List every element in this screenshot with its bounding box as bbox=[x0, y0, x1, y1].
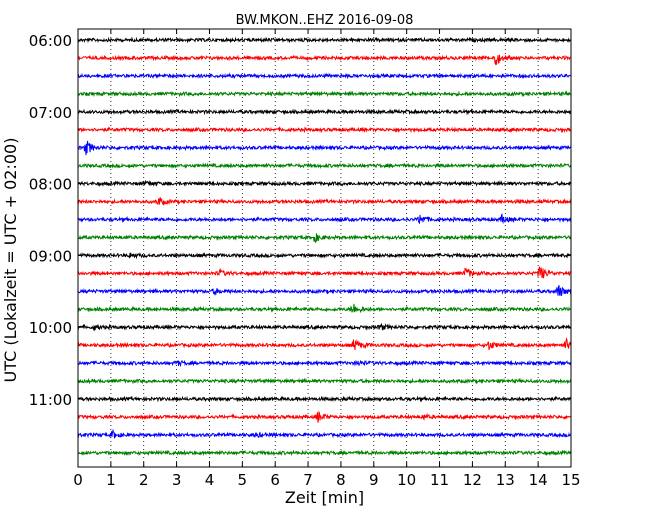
x-tick-label-5: 5 bbox=[238, 471, 248, 489]
y-tick-label-08:00: 08:00 bbox=[29, 176, 72, 194]
x-tick-label-15: 15 bbox=[561, 471, 580, 489]
y-axis-label: UTC (Lokalzeit = UTC + 02:00) bbox=[1, 138, 20, 383]
trace-07:00 bbox=[77, 108, 572, 116]
trace-08:00 bbox=[77, 179, 572, 187]
y-tick-label-10:00: 10:00 bbox=[29, 319, 72, 337]
trace-group bbox=[77, 36, 572, 457]
x-tick-label-10: 10 bbox=[397, 471, 416, 489]
x-tick-label-9: 9 bbox=[369, 471, 379, 489]
trace-11:00 bbox=[77, 395, 572, 403]
trace-09:45 bbox=[77, 303, 572, 314]
x-tick-label-0: 0 bbox=[73, 471, 83, 489]
trace-06:00 bbox=[77, 36, 572, 44]
x-tick-label-12: 12 bbox=[463, 471, 482, 489]
trace-06:45 bbox=[77, 90, 572, 98]
y-tick-label-07:00: 07:00 bbox=[29, 104, 72, 122]
trace-11:15 bbox=[77, 410, 572, 423]
trace-09:15 bbox=[77, 266, 572, 279]
x-tick-label-4: 4 bbox=[205, 471, 215, 489]
tick-group: 0 1 2 3 4 5 6 7 8 9 10 11 12 13 14 1506:0007:0008:0009:… bbox=[29, 29, 581, 489]
x-tick-label-11: 11 bbox=[430, 471, 449, 489]
y-tick-label-06:00: 06:00 bbox=[29, 32, 72, 50]
x-tick-label-8: 8 bbox=[336, 471, 346, 489]
x-tick-label-14: 14 bbox=[529, 471, 548, 489]
trace-10:45 bbox=[77, 377, 572, 385]
plot-frame bbox=[77, 28, 572, 468]
trace-09:00 bbox=[77, 251, 572, 260]
x-tick-label-3: 3 bbox=[172, 471, 182, 489]
x-tick-label-13: 13 bbox=[496, 471, 515, 489]
trace-09:30 bbox=[77, 285, 572, 296]
trace-07:30 bbox=[77, 140, 572, 156]
trace-08:45 bbox=[77, 233, 572, 244]
x-axis-label: Zeit [min] bbox=[285, 488, 364, 507]
trace-11:45 bbox=[77, 449, 572, 457]
trace-10:30 bbox=[77, 359, 572, 368]
x-tick-label-1: 1 bbox=[106, 471, 116, 489]
x-tick-label-7: 7 bbox=[303, 471, 313, 489]
trace-07:15 bbox=[77, 126, 572, 134]
chart-title: BW.MKON..EHZ 2016-09-08 bbox=[236, 13, 414, 28]
trace-11:30 bbox=[77, 428, 572, 439]
trace-10:00 bbox=[77, 322, 572, 332]
y-tick-label-09:00: 09:00 bbox=[29, 247, 72, 265]
trace-08:15 bbox=[77, 196, 572, 206]
trace-06:15 bbox=[77, 54, 572, 66]
x-tick-label-2: 2 bbox=[139, 471, 149, 489]
trace-08:30 bbox=[77, 213, 572, 225]
trace-10:15 bbox=[77, 337, 572, 351]
y-tick-label-11:00: 11:00 bbox=[29, 391, 72, 409]
x-tick-label-6: 6 bbox=[270, 471, 280, 489]
trace-06:30 bbox=[77, 72, 572, 80]
trace-07:45 bbox=[77, 162, 572, 170]
